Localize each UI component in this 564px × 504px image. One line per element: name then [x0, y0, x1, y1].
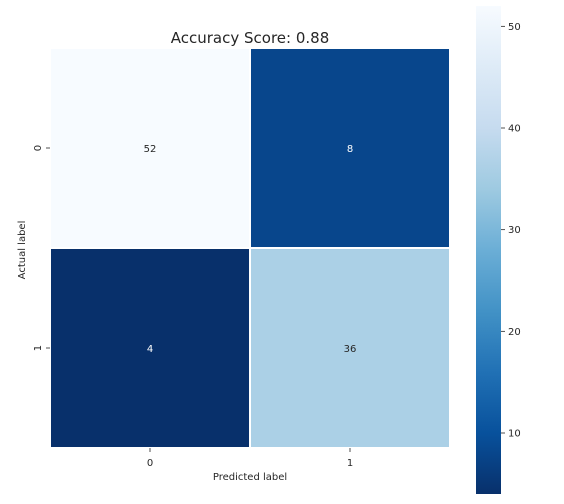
heatmap-cell-r0-c1 [249, 47, 451, 249]
y-axis-label: Actual label [17, 221, 28, 280]
x-tick-label-0: 0 [147, 458, 153, 469]
heatmap-cell-r1-c0 [49, 247, 251, 449]
x-axis-label: Predicted label [213, 472, 287, 483]
colorbar-ticks: 10 20 30 40 50 [501, 22, 521, 440]
heatmap-cell-labels: 52 8 4 36 [144, 144, 357, 355]
colorbar [476, 6, 501, 494]
colorbar-tick-label-0: 10 [508, 429, 521, 440]
colorbar-tick-label-1: 20 [508, 327, 521, 338]
colorbar-tick-label-2: 30 [508, 225, 521, 236]
heatmap-cell-r0-c0 [49, 47, 251, 249]
cell-value-r1-c1: 36 [344, 344, 357, 355]
x-tick-label-1: 1 [347, 458, 353, 469]
y-tick-label-1: 1 [33, 345, 44, 351]
colorbar-tick-label-3: 40 [508, 124, 521, 135]
cell-value-r1-c0: 4 [147, 344, 153, 355]
heatmap-cell-r1-c1 [249, 247, 451, 449]
cell-value-r0-c0: 52 [144, 144, 157, 155]
y-axis-ticks: 01 [33, 145, 50, 351]
heatmap-cells [49, 47, 451, 449]
chart-title: Accuracy Score: 0.88 [171, 29, 329, 47]
colorbar-tick-label-4: 50 [508, 22, 521, 33]
y-tick-label-0: 0 [33, 145, 44, 151]
cell-value-r0-c1: 8 [347, 144, 353, 155]
